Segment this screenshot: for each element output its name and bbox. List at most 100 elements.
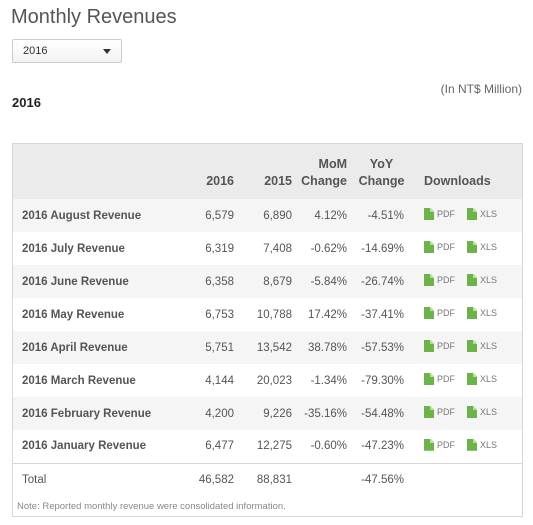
row-2015: 6,890 xyxy=(263,209,292,222)
row-2016: 6,753 xyxy=(205,308,234,321)
xls-label: XLS xyxy=(480,374,498,384)
header-2016: 2016 xyxy=(206,174,234,188)
total-mom xyxy=(298,463,353,497)
xls-download-link[interactable]: XLS xyxy=(467,307,497,319)
xls-file-icon xyxy=(467,406,477,418)
year-select[interactable]: 2016 xyxy=(12,39,122,63)
pdf-download-link[interactable]: PDF xyxy=(424,406,455,418)
table-row: 2016 January Revenue 6,477 12,275 -0.60% -47… xyxy=(13,430,522,463)
header-yoy-line2: Change xyxy=(358,174,405,188)
row-2016: 6,579 xyxy=(205,209,234,222)
total-downloads xyxy=(410,463,522,497)
xls-label: XLS xyxy=(480,209,498,219)
row-yoy: -26.74% xyxy=(361,275,404,288)
total-label: Total xyxy=(22,474,47,487)
header-mom-line2: Change xyxy=(301,174,347,188)
pdf-file-icon xyxy=(424,307,434,319)
table-row: 2016 June Revenue 6,358 8,679 -5.84% -26.74%… xyxy=(13,265,522,298)
row-yoy: -54.48% xyxy=(361,407,404,420)
pdf-download-link[interactable]: PDF xyxy=(424,274,455,286)
total-row: Total 46,582 88,831 -47.56% xyxy=(13,463,522,497)
row-2015: 13,542 xyxy=(256,341,292,354)
header-yoy: YoY Change xyxy=(353,144,410,199)
row-yoy: -37.41% xyxy=(361,308,404,321)
xls-file-icon xyxy=(467,208,477,220)
header-mom-line1: MoM xyxy=(318,157,347,171)
xls-label: XLS xyxy=(480,308,498,318)
row-2015: 20,023 xyxy=(256,374,292,387)
row-downloads: PDF XLS xyxy=(410,199,522,232)
row-2015: 8,679 xyxy=(263,275,292,288)
xls-file-icon xyxy=(467,307,477,319)
row-downloads: PDF XLS xyxy=(410,397,522,430)
header-mom: MoM Change xyxy=(298,144,353,199)
pdf-download-link[interactable]: PDF xyxy=(424,438,455,451)
xls-download-link[interactable]: XLS xyxy=(467,340,497,352)
pdf-file-icon xyxy=(424,406,434,418)
pdf-download-link[interactable]: PDF xyxy=(424,307,455,319)
xls-download-link[interactable]: XLS xyxy=(467,406,497,418)
xls-label: XLS xyxy=(480,407,498,417)
row-2015: 12,275 xyxy=(256,440,292,453)
xls-file-icon xyxy=(467,340,477,352)
row-mom: -5.84% xyxy=(310,275,347,288)
footnote: Note: Reported monthly revenue were cons… xyxy=(17,501,286,512)
year-heading: 2016 xyxy=(12,95,41,110)
xls-download-link[interactable]: XLS xyxy=(467,274,497,286)
pdf-download-link[interactable]: PDF xyxy=(424,241,455,253)
row-mom: 4.12% xyxy=(314,209,347,222)
pdf-download-link[interactable]: PDF xyxy=(424,340,455,352)
xls-download-link[interactable]: XLS xyxy=(467,208,497,220)
row-yoy: -79.30% xyxy=(361,374,404,387)
xls-download-link[interactable]: XLS xyxy=(467,373,497,385)
row-2016: 6,477 xyxy=(205,440,234,453)
pdf-label: PDF xyxy=(437,209,455,219)
row-downloads: PDF XLS xyxy=(410,331,522,364)
row-2016: 6,358 xyxy=(205,275,234,288)
pdf-label: PDF xyxy=(437,242,455,252)
xls-download-link[interactable]: XLS xyxy=(467,438,497,451)
xls-download-link[interactable]: XLS xyxy=(467,241,497,253)
revenue-table: 2016 2015 MoM Change YoY Change Download… xyxy=(13,144,522,497)
row-downloads: PDF XLS xyxy=(410,364,522,397)
pdf-file-icon xyxy=(424,241,434,253)
row-label: 2016 July Revenue xyxy=(22,242,125,255)
pdf-download-link[interactable]: PDF xyxy=(424,208,455,220)
total-yoy: -47.56% xyxy=(361,474,404,487)
pdf-label: PDF xyxy=(437,374,455,384)
row-2016: 4,144 xyxy=(205,374,234,387)
pdf-label: PDF xyxy=(437,308,455,318)
pdf-label: PDF xyxy=(437,341,455,351)
row-2016: 5,751 xyxy=(205,341,234,354)
pdf-label: PDF xyxy=(437,439,455,450)
row-2016: 6,319 xyxy=(205,242,234,255)
table-row: 2016 August Revenue 6,579 6,890 4.12% -4.51%… xyxy=(13,199,522,232)
pdf-file-icon xyxy=(424,274,434,286)
row-label: 2016 January Revenue xyxy=(22,440,147,453)
pdf-label: PDF xyxy=(437,275,455,285)
table-row: 2016 April Revenue 5,751 13,542 38.78% -57.5… xyxy=(13,331,522,364)
xls-label: XLS xyxy=(480,341,498,351)
row-yoy: -4.51% xyxy=(367,209,404,222)
xls-file-icon xyxy=(467,274,477,286)
row-2015: 9,226 xyxy=(263,407,292,420)
header-2015: 2015 xyxy=(264,174,292,188)
row-yoy: -14.69% xyxy=(361,242,404,255)
row-label: 2016 May Revenue xyxy=(22,308,125,321)
xls-file-icon xyxy=(467,438,477,451)
header-label xyxy=(13,144,186,199)
row-label: 2016 March Revenue xyxy=(22,374,136,387)
row-label: 2016 June Revenue xyxy=(22,275,129,288)
row-mom: -0.60% xyxy=(310,440,347,453)
chevron-down-icon xyxy=(103,49,111,54)
row-downloads: PDF XLS xyxy=(410,232,522,265)
row-2015: 10,788 xyxy=(256,308,292,321)
total-2015: 88,831 xyxy=(256,474,292,487)
row-2016: 4,200 xyxy=(205,407,234,420)
pdf-download-link[interactable]: PDF xyxy=(424,373,455,385)
table-row: 2016 May Revenue 6,753 10,788 17.42% -37.41%… xyxy=(13,298,522,331)
row-mom: 38.78% xyxy=(307,341,347,354)
row-downloads: PDF XLS xyxy=(410,430,522,463)
row-2015: 7,408 xyxy=(263,242,292,255)
row-mom: -1.34% xyxy=(310,374,347,387)
